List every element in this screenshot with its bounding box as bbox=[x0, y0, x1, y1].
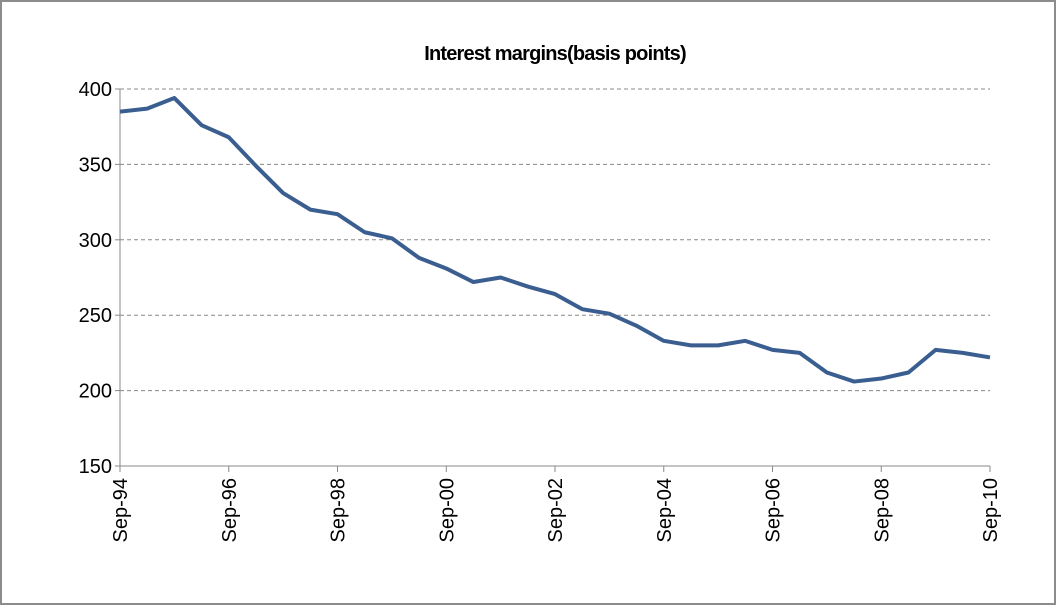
y-tick-label: 400 bbox=[79, 79, 112, 101]
x-tick-label: Sep-02 bbox=[545, 478, 567, 543]
x-tick-label: Sep-08 bbox=[871, 478, 893, 543]
x-tick-label: Sep-04 bbox=[654, 478, 676, 543]
chart-title: Interest margins(basis points) bbox=[424, 43, 686, 65]
x-tick-label: Sep-06 bbox=[763, 478, 785, 543]
y-tick-label: 250 bbox=[79, 305, 112, 327]
x-tick-label: Sep-98 bbox=[328, 478, 350, 543]
y-tick-label: 200 bbox=[79, 381, 112, 403]
x-tick-label: Sep-96 bbox=[219, 478, 241, 543]
x-tick-label: Sep-94 bbox=[110, 478, 132, 543]
x-tick-label: Sep-10 bbox=[980, 478, 1002, 543]
y-tick-label: 150 bbox=[79, 456, 112, 478]
y-tick-label: 350 bbox=[79, 154, 112, 176]
x-tick-label: Sep-00 bbox=[436, 478, 458, 543]
y-tick-label: 300 bbox=[79, 230, 112, 252]
data-line bbox=[119, 96, 991, 384]
